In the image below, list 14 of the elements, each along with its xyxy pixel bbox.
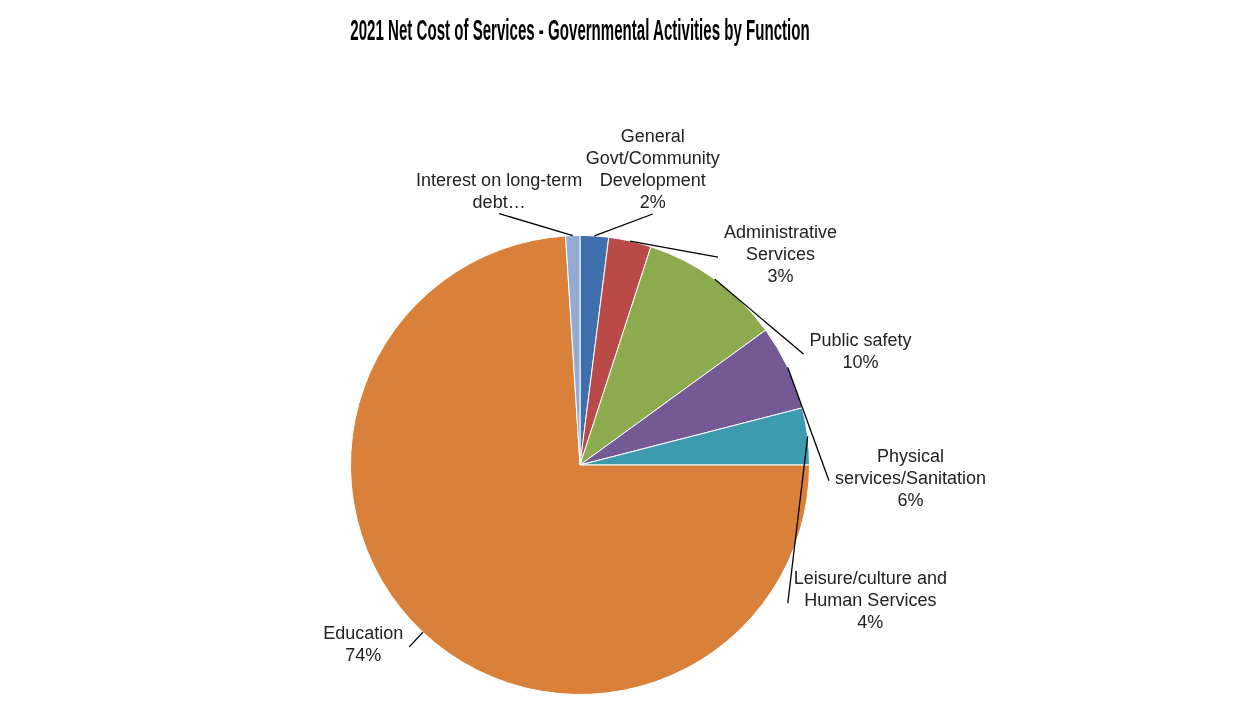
slice-label: Physical services/Sanitation (835, 445, 987, 488)
slice-label: General Govt/Community Development (585, 125, 720, 190)
data-label: 2% (639, 191, 666, 212)
data-label: 10% (842, 352, 879, 373)
slice-label: Public safety (809, 330, 912, 351)
data-label: 6% (897, 489, 924, 510)
slice-label: Interest on long-term debt… (416, 169, 583, 212)
data-label: 74% (345, 644, 382, 665)
slice-label: Leisure/culture and Human Services (793, 568, 947, 611)
slice-label: Education (323, 622, 404, 643)
chart-title: 2021 Net Cost of Services - Governmental Activities by Function (350, 13, 810, 47)
data-label: 3% (767, 266, 794, 287)
data-label: 4% (857, 612, 884, 633)
slice-label: Administrative Services (724, 222, 838, 265)
